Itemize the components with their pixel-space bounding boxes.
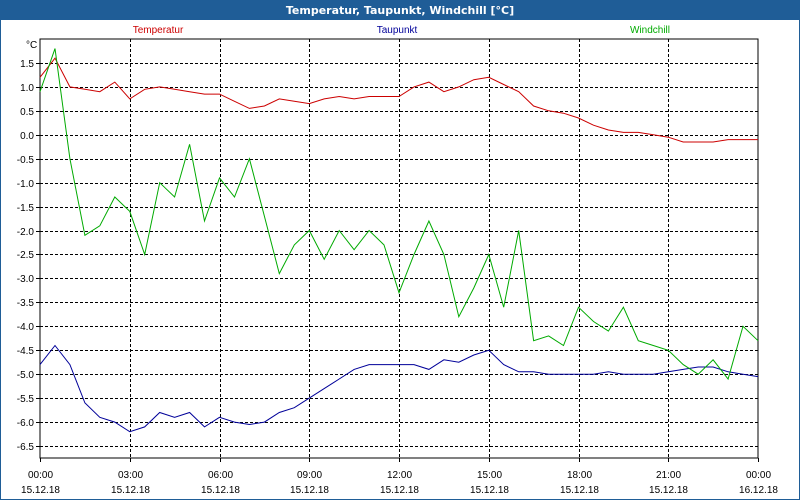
y-tick-label: 1.0 <box>20 83 34 94</box>
y-tick-label: -1.5 <box>17 203 35 214</box>
x-tick-time: 03:00 <box>118 470 143 481</box>
y-tick-label: -1.0 <box>17 179 35 190</box>
y-tick-label: 1.5 <box>20 59 34 70</box>
x-tick-time: 12:00 <box>387 470 412 481</box>
x-tick-date: 15.12.18 <box>380 485 419 496</box>
x-tick-date: 15.12.18 <box>470 485 509 496</box>
y-tick-label: -4.5 <box>17 346 35 357</box>
y-tick-label: -5.0 <box>17 370 35 381</box>
legend-item-temperatur: Temperatur <box>133 25 184 36</box>
x-tick-date: 15.12.18 <box>111 485 150 496</box>
y-tick-label: -3.5 <box>17 298 35 309</box>
window-title: Temperatur, Taupunkt, Windchill [°C] <box>1 1 799 20</box>
y-axis-unit-label: °C <box>26 40 37 51</box>
y-tick-label: -2.0 <box>17 227 35 238</box>
x-tick-time: 00:00 <box>746 470 771 481</box>
y-tick-label: -5.5 <box>17 394 35 405</box>
legend-item-windchill: Windchill <box>630 25 670 36</box>
y-tick-label: -6.5 <box>17 442 35 453</box>
series-line-windchill <box>39 48 759 381</box>
series-line-temperatur <box>39 57 758 143</box>
x-tick-time: 06:00 <box>208 470 233 481</box>
y-tick-label: -4.0 <box>17 322 35 333</box>
x-tick-date: 15.12.18 <box>290 485 329 496</box>
y-tick-label: -6.0 <box>17 418 35 429</box>
y-tick-label: -3.0 <box>17 274 35 285</box>
y-tick-label: -0.5 <box>17 155 35 166</box>
x-tick-time: 21:00 <box>656 470 681 481</box>
x-tick-time: 00:00 <box>28 470 53 481</box>
x-tick-time: 18:00 <box>567 470 592 481</box>
x-tick-date: 15.12.18 <box>21 485 60 496</box>
x-tick-time: 15:00 <box>477 470 502 481</box>
x-tick-date: 15.12.18 <box>560 485 599 496</box>
x-tick-time: 09:00 <box>297 470 322 481</box>
x-tick-date: 16.12.18 <box>739 485 778 496</box>
plot-area <box>39 38 759 459</box>
legend-item-taupunkt: Taupunkt <box>377 25 418 36</box>
x-tick-date: 15.12.18 <box>201 485 240 496</box>
series-line-taupunkt <box>39 344 759 433</box>
x-tick-date: 15.12.18 <box>649 485 688 496</box>
y-tick-label: 0.5 <box>20 107 34 118</box>
y-tick-label: 0.0 <box>20 131 34 142</box>
y-tick-label: -2.5 <box>17 250 35 261</box>
